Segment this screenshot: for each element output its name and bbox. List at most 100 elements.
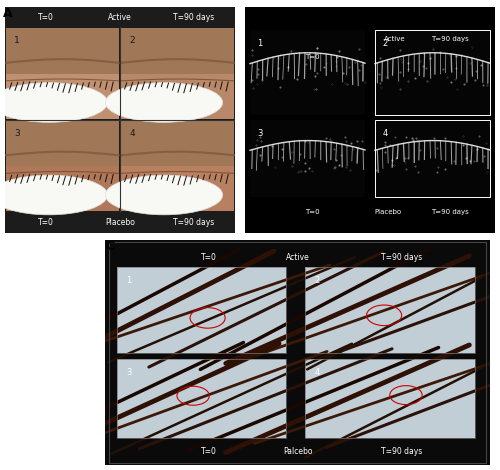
Bar bbox=[121, 111, 234, 116]
Bar bbox=[305, 359, 474, 438]
Bar bbox=[121, 207, 234, 211]
Text: 3: 3 bbox=[14, 129, 20, 138]
Bar bbox=[121, 204, 234, 208]
Bar bbox=[121, 121, 234, 166]
Text: T=90 days: T=90 days bbox=[173, 13, 214, 22]
Bar bbox=[116, 267, 286, 352]
Bar bbox=[121, 111, 234, 115]
Bar bbox=[6, 203, 119, 207]
Bar bbox=[116, 359, 286, 438]
Bar bbox=[6, 111, 119, 115]
Bar bbox=[6, 204, 119, 208]
Bar bbox=[121, 203, 234, 207]
Bar bbox=[121, 205, 234, 210]
Bar bbox=[6, 121, 119, 166]
Text: Active: Active bbox=[286, 253, 310, 262]
Bar bbox=[6, 29, 119, 119]
Bar bbox=[121, 205, 234, 210]
Bar bbox=[121, 204, 234, 209]
Text: 2: 2 bbox=[129, 36, 135, 46]
Bar bbox=[121, 112, 234, 117]
Ellipse shape bbox=[0, 83, 108, 122]
Bar bbox=[121, 113, 234, 118]
Bar bbox=[116, 267, 286, 352]
Bar bbox=[6, 114, 119, 118]
Bar bbox=[116, 359, 286, 438]
Bar bbox=[6, 203, 119, 207]
Ellipse shape bbox=[0, 175, 108, 215]
Text: 3: 3 bbox=[126, 368, 132, 377]
Bar bbox=[121, 110, 234, 115]
Text: Active: Active bbox=[384, 36, 406, 42]
Text: T=0: T=0 bbox=[38, 13, 54, 22]
Bar bbox=[305, 267, 474, 352]
Text: B: B bbox=[245, 7, 254, 20]
Text: T=90 days: T=90 days bbox=[431, 36, 469, 42]
Bar bbox=[6, 205, 119, 210]
Text: T=0: T=0 bbox=[38, 218, 54, 227]
Bar bbox=[6, 203, 119, 208]
Text: A: A bbox=[2, 7, 12, 20]
Bar bbox=[6, 114, 119, 118]
Text: Placebo: Placebo bbox=[105, 218, 135, 227]
Bar bbox=[121, 121, 234, 211]
Text: 4: 4 bbox=[315, 368, 320, 377]
Text: 2: 2 bbox=[382, 39, 388, 47]
Bar bbox=[375, 120, 490, 196]
Bar bbox=[6, 113, 119, 118]
Bar bbox=[6, 203, 119, 207]
Text: T=0: T=0 bbox=[305, 54, 320, 60]
Bar bbox=[6, 204, 119, 208]
Bar bbox=[6, 29, 119, 74]
Bar bbox=[6, 114, 119, 119]
Bar bbox=[121, 205, 234, 210]
Bar bbox=[6, 206, 119, 211]
Text: T=90 days: T=90 days bbox=[381, 253, 422, 262]
Bar bbox=[6, 112, 119, 117]
Bar bbox=[6, 110, 119, 114]
Text: Palcebo: Palcebo bbox=[283, 447, 312, 456]
Bar bbox=[6, 110, 119, 115]
Bar bbox=[121, 113, 234, 118]
Text: 2: 2 bbox=[315, 276, 320, 285]
Bar bbox=[121, 114, 234, 118]
Bar bbox=[6, 110, 119, 115]
Text: Placebo: Placebo bbox=[374, 209, 401, 215]
Bar bbox=[6, 111, 119, 116]
Text: Active: Active bbox=[108, 13, 132, 22]
Bar bbox=[121, 111, 234, 116]
Bar bbox=[121, 110, 234, 115]
Bar bbox=[6, 111, 119, 116]
Text: T=90 days: T=90 days bbox=[173, 218, 214, 227]
Text: 1: 1 bbox=[126, 276, 132, 285]
Bar bbox=[121, 112, 234, 116]
Bar bbox=[6, 112, 119, 117]
Bar bbox=[121, 113, 234, 117]
Bar bbox=[6, 206, 119, 211]
Ellipse shape bbox=[106, 175, 222, 215]
Bar bbox=[6, 205, 119, 210]
Bar bbox=[6, 110, 119, 115]
Text: 3: 3 bbox=[258, 129, 263, 138]
Bar bbox=[375, 30, 490, 115]
Bar bbox=[6, 204, 119, 209]
Bar bbox=[121, 204, 234, 209]
Bar bbox=[6, 111, 119, 116]
Bar bbox=[6, 204, 119, 208]
Bar bbox=[6, 114, 119, 118]
Bar bbox=[6, 204, 119, 209]
Text: 1: 1 bbox=[258, 39, 263, 47]
Bar bbox=[121, 203, 234, 207]
Bar bbox=[375, 30, 490, 115]
Bar bbox=[6, 112, 119, 116]
Bar bbox=[121, 203, 234, 207]
Bar bbox=[6, 113, 119, 118]
Bar bbox=[121, 204, 234, 209]
Bar bbox=[6, 205, 119, 210]
Text: 4: 4 bbox=[382, 129, 388, 138]
Bar bbox=[121, 206, 234, 211]
Bar bbox=[6, 207, 119, 211]
Bar bbox=[121, 113, 234, 118]
Bar bbox=[121, 114, 234, 119]
Bar bbox=[6, 204, 119, 209]
